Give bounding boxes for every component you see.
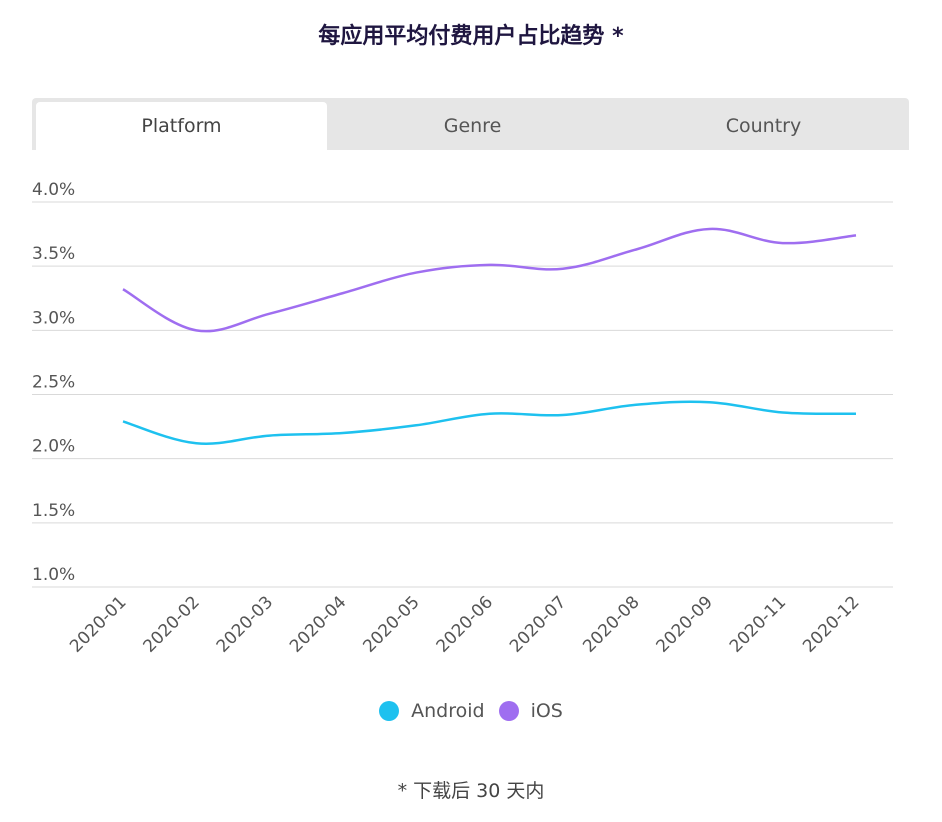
data-point-ios[interactable] — [117, 283, 129, 295]
data-point-android[interactable] — [410, 419, 422, 431]
y-tick-label: 2.0% — [32, 437, 75, 457]
tab-country[interactable]: Country — [725, 115, 802, 137]
legend-marker-ios — [498, 701, 519, 721]
x-tick-label: 2020-11 — [726, 592, 790, 656]
data-point-android[interactable] — [484, 408, 496, 420]
data-point-android[interactable] — [190, 437, 202, 449]
data-point-android[interactable] — [850, 408, 862, 420]
x-tick-label: 2020-06 — [433, 592, 497, 656]
data-point-ios[interactable] — [264, 308, 276, 320]
data-point-android[interactable] — [630, 399, 642, 411]
y-tick-label: 3.0% — [32, 308, 75, 328]
data-point-ios[interactable] — [190, 324, 202, 336]
data-point-ios[interactable] — [484, 259, 496, 271]
data-point-ios[interactable] — [557, 263, 569, 275]
x-tick-label: 2020-05 — [359, 592, 423, 656]
y-tick-label: 4.0% — [32, 180, 75, 200]
data-point-android[interactable] — [557, 409, 569, 421]
tab-genre[interactable]: Genre — [443, 115, 502, 137]
x-tick-label: 2020-04 — [286, 592, 350, 656]
footnote: * 下载后 30 天内 — [397, 780, 545, 802]
y-tick-label: 3.5% — [32, 244, 75, 264]
legend-item-android[interactable]: Android — [379, 700, 485, 722]
x-tick-label: 2020-01 — [66, 592, 130, 656]
x-tick-label: 2020-02 — [139, 592, 203, 656]
x-tick-label: 2020-07 — [506, 592, 570, 656]
x-tick-label: 2020-03 — [213, 592, 277, 656]
legend-item-ios[interactable]: iOS — [498, 700, 563, 722]
y-tick-label: 1.0% — [32, 565, 75, 585]
legend-label-ios: iOS — [530, 700, 563, 722]
series-line-android — [122, 400, 857, 445]
tab-platform[interactable]: Platform — [36, 102, 327, 150]
line-chart: 1.0%1.5%2.0%2.5%3.0%3.5%4.0%2020-01 2020-… — [32, 180, 893, 657]
x-tick-label: 2020-08 — [579, 592, 643, 656]
data-point-android[interactable] — [117, 415, 129, 427]
x-tick-label: 2020-12 — [799, 592, 863, 656]
data-point-ios[interactable] — [850, 229, 862, 241]
legend: Android iOS — [0, 700, 942, 722]
data-point-ios[interactable] — [410, 267, 422, 279]
legend-marker-android — [379, 701, 400, 721]
data-point-android[interactable] — [337, 427, 349, 439]
legend-label-android: Android — [411, 700, 485, 722]
x-tick-label: 2020-09 — [653, 592, 717, 656]
data-point-ios[interactable] — [703, 223, 715, 235]
data-point-android[interactable] — [777, 406, 789, 418]
y-tick-label: 2.5% — [32, 373, 75, 393]
data-point-ios[interactable] — [777, 237, 789, 249]
chart-title: 每应用平均付费用户占比趋势 * — [318, 24, 624, 49]
data-point-android[interactable] — [703, 396, 715, 408]
series-line-ios — [122, 227, 857, 333]
data-point-ios[interactable] — [337, 287, 349, 299]
tab-bar: Platform Genre Country — [32, 98, 909, 150]
data-point-ios[interactable] — [630, 243, 642, 255]
data-point-android[interactable] — [264, 430, 276, 442]
y-tick-label: 1.5% — [32, 501, 75, 521]
